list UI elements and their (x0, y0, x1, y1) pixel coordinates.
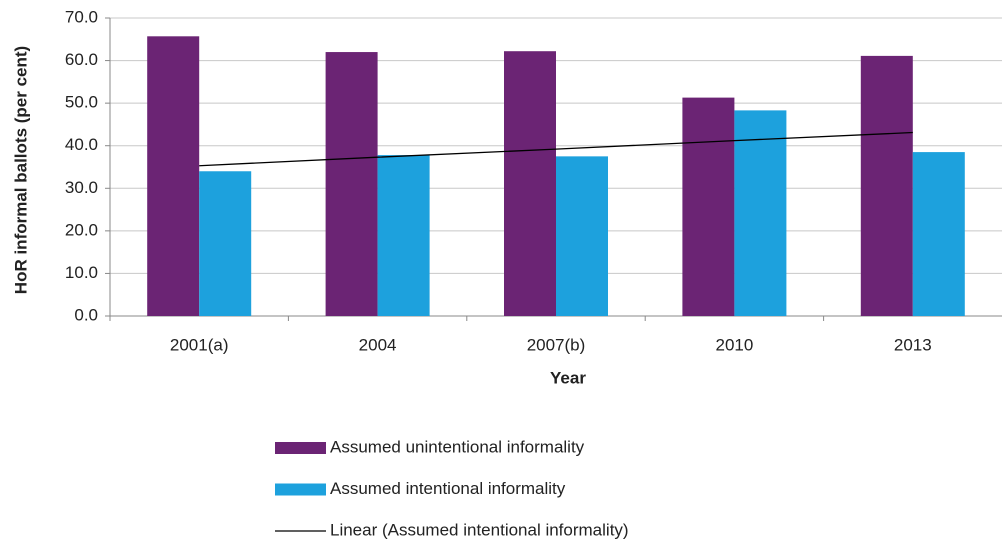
bar (199, 171, 252, 316)
y-tick-label: 50.0 (65, 93, 98, 112)
bar (860, 55, 913, 316)
legend-label: Assumed unintentional informality (330, 437, 585, 456)
bar (556, 156, 608, 316)
x-tick-label: 2010 (715, 335, 753, 354)
x-tick-label: 2013 (894, 335, 932, 354)
bar (325, 52, 378, 317)
x-tick-label: 2004 (359, 335, 397, 354)
y-tick-label: 0.0 (74, 305, 98, 324)
bar (734, 110, 787, 316)
trend-line (199, 131, 913, 167)
y-tick-label: 30.0 (65, 178, 98, 197)
legend-swatch (275, 442, 326, 454)
bar (377, 155, 430, 316)
y-axis-label: HoR informal ballots (per cent) (11, 46, 30, 294)
x-axis-label: Year (550, 368, 586, 387)
y-tick-label: 40.0 (65, 135, 98, 154)
legend-swatch (275, 483, 326, 496)
y-tick-label: 20.0 (65, 220, 98, 239)
legend-label: Assumed intentional informality (330, 479, 566, 498)
y-tick-label: 70.0 (65, 7, 98, 26)
y-tick-label: 60.0 (65, 50, 98, 69)
x-tick-label: 2007(b) (527, 335, 586, 354)
bar (912, 152, 965, 316)
bar (682, 97, 735, 316)
y-tick-label: 10.0 (65, 263, 98, 282)
legend-label: Linear (Assumed intentional informality) (330, 520, 629, 539)
bar (147, 36, 200, 316)
x-tick-label: 2001(a) (170, 335, 229, 354)
bar (504, 51, 556, 316)
